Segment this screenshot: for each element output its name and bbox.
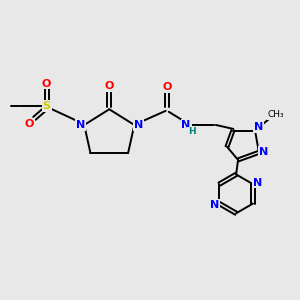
Text: O: O bbox=[25, 119, 34, 129]
Text: O: O bbox=[42, 79, 51, 88]
Text: O: O bbox=[163, 82, 172, 92]
Text: N: N bbox=[210, 200, 220, 210]
Text: N: N bbox=[76, 120, 85, 130]
Text: N: N bbox=[254, 122, 263, 132]
Text: N: N bbox=[259, 147, 268, 157]
Text: N: N bbox=[253, 178, 262, 188]
Text: O: O bbox=[105, 81, 114, 91]
Text: H: H bbox=[188, 127, 196, 136]
Text: N: N bbox=[182, 120, 190, 130]
Text: N: N bbox=[134, 120, 143, 130]
Text: CH₃: CH₃ bbox=[267, 110, 284, 119]
Text: S: S bbox=[43, 101, 51, 111]
